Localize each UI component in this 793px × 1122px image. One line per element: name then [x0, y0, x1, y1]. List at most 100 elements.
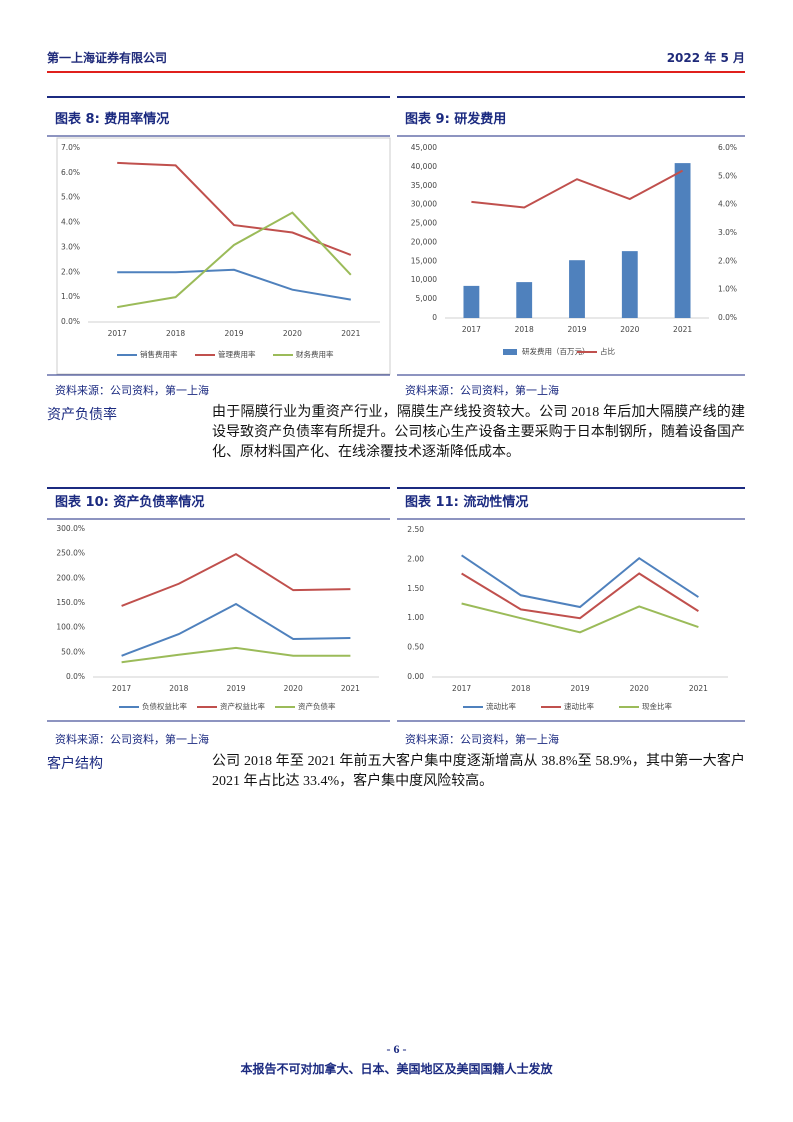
- legend-label: 占比: [600, 346, 615, 356]
- x-tick-label: 2021: [689, 684, 708, 693]
- y-tick-label: 6.0%: [61, 168, 80, 177]
- y-tick-label: 35,000: [411, 181, 437, 190]
- legend-swatch: [503, 349, 517, 355]
- y-tick-label: 100.0%: [56, 623, 85, 632]
- date: 2022 年 5 月: [666, 51, 745, 65]
- x-tick-label: 2021: [341, 684, 360, 693]
- y-tick-label: 1.50: [407, 584, 424, 593]
- x-tick-label: 2019: [570, 684, 589, 693]
- y-tick-label: 0: [432, 313, 437, 322]
- y-tick-label: 3.0%: [61, 242, 80, 251]
- y-tick-label: 10,000: [411, 275, 437, 284]
- y-tick-label: 15,000: [411, 256, 437, 265]
- section-text: 由于隔膜行业为重资产行业，隔膜生产线投资较大。公司 2018 年后加大隔膜产线的…: [212, 405, 745, 460]
- x-tick-label: 2018: [515, 325, 534, 334]
- section-text: 公司 2018 年至 2021 年前五大客户集中度逐渐增高从 38.8%至 58…: [212, 754, 745, 789]
- x-tick-label: 2018: [511, 684, 530, 693]
- x-tick-label: 2021: [341, 329, 360, 338]
- source: 资料来源：公司资料，第一上海: [405, 734, 559, 746]
- chart-title: 图表 8: 费用率情况: [55, 112, 170, 127]
- legend-label: 流动比率: [486, 701, 516, 711]
- x-tick-label: 2021: [673, 325, 692, 334]
- x-tick-label: 2020: [620, 325, 639, 334]
- y-tick-label: 200.0%: [56, 573, 85, 582]
- y-tick-label: 2.0%: [61, 267, 80, 276]
- line: [117, 268, 351, 301]
- x-tick-label: 2020: [630, 684, 649, 693]
- y-tick-label: 0.0%: [61, 317, 80, 326]
- legend-label: 财务费用率: [296, 349, 334, 359]
- y-tick-label: 7.0%: [61, 143, 80, 152]
- legend-label: 现金比率: [642, 701, 672, 711]
- chart-title: 图表 9: 研发费用: [405, 112, 507, 127]
- y-tick-label: 0.00: [407, 672, 424, 681]
- line: [121, 602, 351, 657]
- x-tick-label: 2017: [452, 684, 471, 693]
- x-tick-label: 2019: [226, 684, 245, 693]
- line: [117, 161, 352, 256]
- legend-label: 资产权益比率: [220, 701, 265, 711]
- y-tick-label: 1.00: [407, 613, 424, 622]
- chart-frame: [56, 137, 391, 375]
- line: [117, 211, 352, 309]
- y2-tick-label: 0.0%: [718, 313, 737, 322]
- x-tick-label: 2017: [108, 329, 127, 338]
- y-tick-label: 5,000: [416, 294, 438, 303]
- y-tick-label: 45,000: [411, 143, 437, 152]
- y-tick-label: 5.0%: [61, 193, 80, 202]
- x-tick-label: 2019: [567, 325, 586, 334]
- y2-tick-label: 1.0%: [718, 285, 737, 294]
- legend-label: 管理费用率: [218, 349, 256, 359]
- y2-tick-label: 4.0%: [718, 200, 737, 209]
- legend-label: 负债权益比率: [142, 701, 187, 711]
- x-tick-label: 2018: [169, 684, 188, 693]
- line: [461, 554, 699, 609]
- y-tick-label: 150.0%: [56, 598, 85, 607]
- y-tick-label: 0.0%: [66, 672, 85, 681]
- y-tick-label: 1.0%: [61, 292, 80, 301]
- x-tick-label: 2020: [284, 684, 303, 693]
- line: [121, 646, 351, 664]
- y-tick-label: 0.50: [407, 643, 424, 652]
- bar: [674, 163, 691, 318]
- section-label: 资产负债率: [47, 408, 117, 423]
- section-label: 客户结构: [47, 757, 103, 772]
- legend-label: 研发费用（百万元）: [522, 346, 590, 356]
- company: 第一上海证券有限公司: [47, 51, 168, 65]
- y2-tick-label: 5.0%: [718, 171, 737, 180]
- x-tick-label: 2017: [462, 325, 481, 334]
- x-tick-label: 2019: [224, 329, 243, 338]
- y-tick-label: 2.00: [407, 554, 424, 563]
- source: 资料来源：公司资料，第一上海: [55, 734, 209, 746]
- y-tick-label: 30,000: [411, 200, 437, 209]
- bar: [463, 285, 480, 318]
- x-tick-label: 2017: [112, 684, 131, 693]
- chart-title: 图表 10: 资产负债率情况: [55, 495, 205, 510]
- legend-label: 销售费用率: [140, 349, 178, 359]
- bar: [569, 260, 585, 318]
- legend-label: 资产负债率: [298, 701, 336, 711]
- y-tick-label: 2.50: [407, 525, 424, 534]
- page-number: - 6 -: [386, 1042, 407, 1056]
- notice: 本报告不可对加拿大、日本、美国地区及美国国籍人士发放: [240, 1062, 553, 1076]
- y-tick-label: 25,000: [411, 219, 437, 228]
- y2-tick-label: 3.0%: [718, 228, 737, 237]
- line: [471, 169, 684, 209]
- y-tick-label: 20,000: [411, 237, 437, 246]
- line: [461, 572, 699, 620]
- chart-title: 图表 11: 流动性情况: [405, 495, 529, 510]
- legend-label: 速动比率: [564, 701, 594, 711]
- y-tick-label: 4.0%: [61, 218, 80, 227]
- y-tick-label: 300.0%: [56, 524, 85, 533]
- source: 资料来源：公司资料，第一上海: [55, 385, 209, 397]
- line: [121, 553, 351, 607]
- x-tick-label: 2020: [283, 329, 302, 338]
- y2-tick-label: 2.0%: [718, 256, 737, 265]
- y-tick-label: 40,000: [411, 162, 437, 171]
- bar: [621, 251, 638, 318]
- y2-tick-label: 6.0%: [718, 143, 737, 152]
- bar: [516, 282, 533, 318]
- y-tick-label: 250.0%: [56, 549, 85, 558]
